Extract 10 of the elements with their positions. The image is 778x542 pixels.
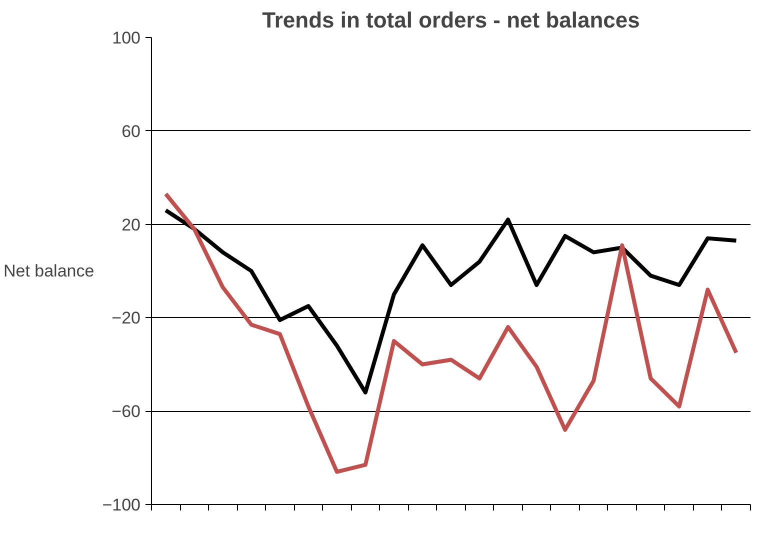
chart-title: Trends in total orders - net balances <box>262 8 640 32</box>
y-tick-label: 100 <box>112 28 141 48</box>
y-tick-label: −60 <box>112 402 141 422</box>
y-tick-label: −20 <box>112 308 141 328</box>
line-series <box>164 192 738 474</box>
y-tick-label: 20 <box>122 215 141 234</box>
y-axis-title: Net balance <box>3 262 94 280</box>
y-tick-label: −100 <box>102 496 141 514</box>
y-tick-label: 60 <box>122 122 141 141</box>
line-series <box>164 208 738 394</box>
